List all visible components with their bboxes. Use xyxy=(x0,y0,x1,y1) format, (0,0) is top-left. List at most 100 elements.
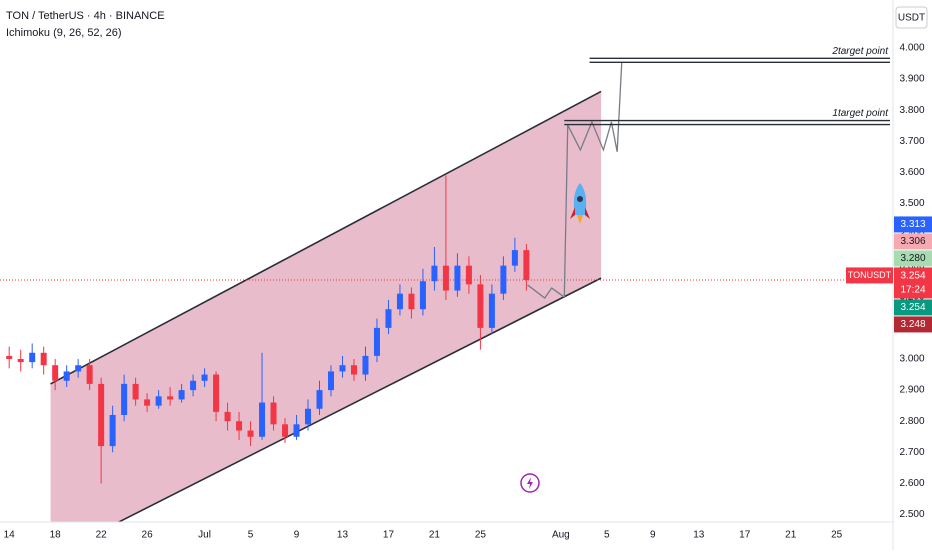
chart-title: TON / TetherUS · 4h · BINANCE xyxy=(6,10,165,22)
candle-body xyxy=(488,293,495,328)
candle-body xyxy=(75,365,82,372)
price-label-box xyxy=(894,299,932,316)
price-label-box xyxy=(894,216,932,233)
symbol-box xyxy=(846,267,893,284)
candle-body xyxy=(431,265,438,282)
candle-body xyxy=(419,281,426,310)
x-tick-label: 25 xyxy=(831,530,843,541)
currency-box xyxy=(895,6,928,29)
price-label-box xyxy=(894,250,932,267)
countdown-label: 17:24 xyxy=(900,285,925,296)
y-tick-label: 2.500 xyxy=(899,509,924,520)
symbol-label: TONUSDT xyxy=(848,270,892,280)
currency: USDT xyxy=(898,13,925,24)
target-label: 1target point xyxy=(832,108,889,119)
channel-fill xyxy=(50,91,602,522)
x-tick-label: 14 xyxy=(4,530,16,541)
x-tick-label: 17 xyxy=(739,530,751,541)
candle-body xyxy=(155,396,162,406)
x-tick-label: 22 xyxy=(96,530,108,541)
candle-body xyxy=(132,383,139,400)
y-tick-label: 3.800 xyxy=(899,105,924,116)
candle-body xyxy=(40,352,47,366)
candle-body xyxy=(477,284,484,328)
x-tick-label: 18 xyxy=(50,530,62,541)
y-tick-label: 3.500 xyxy=(899,198,924,209)
candle-body xyxy=(511,250,518,266)
candle-body xyxy=(454,265,461,291)
candle-body xyxy=(247,430,254,437)
price-label: 3.254 xyxy=(900,302,925,313)
candle-body xyxy=(6,355,13,359)
candle-body xyxy=(109,414,116,447)
x-tick-label: 17 xyxy=(383,530,395,541)
candle-body xyxy=(350,365,357,375)
candle-body xyxy=(17,358,24,363)
x-tick-label: 5 xyxy=(604,530,610,541)
candle-body xyxy=(259,402,266,437)
candle-body xyxy=(63,371,70,381)
x-tick-label: 13 xyxy=(337,530,349,541)
x-tick-label: 9 xyxy=(294,530,300,541)
y-tick-label: 2.700 xyxy=(899,447,924,458)
candle-body xyxy=(305,408,312,425)
current-price-label: 3.254 xyxy=(900,271,925,282)
candle-body xyxy=(362,355,369,375)
candle-body xyxy=(167,396,174,400)
candle-body xyxy=(144,399,151,406)
y-tick-label: 3.600 xyxy=(899,167,924,178)
candle-body xyxy=(178,390,185,400)
y-tick-label: 2.900 xyxy=(899,385,924,396)
x-tick-label: 13 xyxy=(693,530,705,541)
candle-body xyxy=(373,327,380,356)
price-label: 3.280 xyxy=(900,253,925,264)
candle-body xyxy=(236,421,243,431)
y-tick-label: 4.000 xyxy=(899,43,924,54)
alert-icon[interactable] xyxy=(520,473,540,493)
x-tick-label: Aug xyxy=(552,530,570,541)
y-tick-label: 3.900 xyxy=(899,74,924,85)
candle-body xyxy=(86,365,93,384)
indicator-label: Ichimoku (9, 26, 52, 26) xyxy=(6,27,122,39)
price-label-box xyxy=(894,233,932,250)
x-tick-label: 21 xyxy=(429,530,441,541)
x-tick-label: 9 xyxy=(650,530,656,541)
channel-line xyxy=(117,277,602,522)
candle-body xyxy=(408,293,415,310)
candle-body xyxy=(282,424,289,437)
candle-body xyxy=(121,383,128,415)
candle-body xyxy=(270,402,277,425)
candle-body xyxy=(442,265,449,291)
price-label: 3.313 xyxy=(900,219,925,230)
y-tick-label: 2.800 xyxy=(899,416,924,427)
candle-body xyxy=(190,380,197,391)
candle-body xyxy=(327,371,334,391)
current-price-box xyxy=(894,267,932,299)
candle-body xyxy=(500,265,507,294)
x-tick-label: 21 xyxy=(785,530,797,541)
target-label: 2target point xyxy=(831,46,889,57)
candle-body xyxy=(201,374,208,381)
y-tick-label: 2.600 xyxy=(899,478,924,489)
candle-body xyxy=(29,352,36,363)
rocket xyxy=(570,183,590,224)
candle-body xyxy=(224,411,231,422)
projection-path xyxy=(527,61,623,299)
x-tick-label: 26 xyxy=(142,530,154,541)
candle-body xyxy=(396,293,403,310)
y-tick-label: 3.000 xyxy=(899,354,924,365)
candle-body xyxy=(213,374,220,412)
x-tick-label: Jul xyxy=(198,530,211,541)
candle-body xyxy=(339,365,346,372)
price-label-box xyxy=(894,316,932,333)
x-tick-label: 25 xyxy=(475,530,487,541)
x-tick-label: 5 xyxy=(248,530,254,541)
candle-body xyxy=(465,265,472,285)
candle-body xyxy=(52,365,59,381)
y-tick-label: 3.700 xyxy=(899,136,924,147)
candle-body xyxy=(523,250,530,280)
price-label: 3.306 xyxy=(900,236,925,247)
plot-area xyxy=(0,57,893,522)
